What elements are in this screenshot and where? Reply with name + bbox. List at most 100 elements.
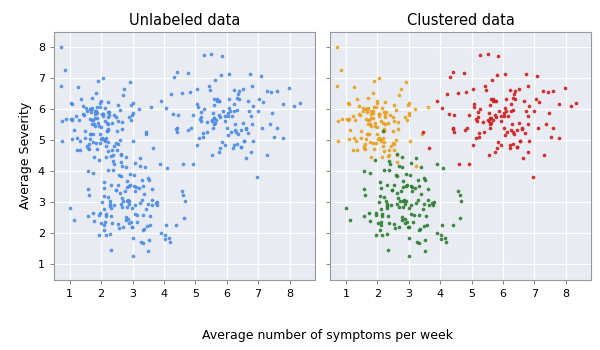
Point [378, 135, 388, 141]
Point [487, 78, 496, 83]
Point [497, 118, 506, 124]
Point [110, 202, 119, 208]
Point [180, 198, 190, 204]
Point [198, 131, 208, 136]
Point [188, 112, 198, 118]
Point [92, 108, 101, 114]
Point [112, 128, 122, 134]
Point [214, 98, 224, 104]
Point [124, 114, 134, 120]
Point [168, 111, 178, 117]
Point [379, 129, 388, 134]
Point [424, 202, 433, 208]
Point [390, 225, 400, 230]
Point [96, 98, 106, 104]
Point [362, 116, 371, 121]
Point [423, 104, 433, 110]
Point [394, 224, 404, 230]
Point [74, 118, 83, 123]
Point [406, 160, 416, 166]
Point [473, 109, 482, 115]
Point [230, 101, 239, 107]
Point [207, 117, 217, 122]
Point [392, 152, 402, 157]
Point [122, 198, 131, 204]
Point [520, 130, 530, 136]
Point [123, 197, 133, 202]
Point [416, 191, 425, 197]
Point [356, 135, 366, 141]
Point [398, 198, 407, 204]
Point [135, 163, 145, 168]
Point [532, 73, 542, 79]
Point [116, 160, 125, 165]
Point [388, 188, 397, 193]
Point [95, 132, 105, 137]
Point [148, 202, 157, 208]
Point [73, 135, 82, 141]
Point [381, 109, 391, 115]
Point [392, 153, 402, 158]
Point [110, 144, 119, 149]
Point [106, 247, 116, 253]
Point [252, 174, 262, 180]
Point [113, 222, 123, 227]
Point [454, 90, 463, 96]
Point [106, 153, 116, 159]
Point [106, 182, 116, 188]
Point [161, 222, 170, 228]
Point [394, 163, 403, 169]
Point [209, 102, 219, 108]
Point [370, 124, 380, 129]
Point [202, 119, 212, 125]
Point [468, 86, 478, 91]
Point [471, 116, 481, 121]
Point [460, 70, 469, 76]
Point [193, 104, 202, 110]
Point [218, 108, 228, 114]
Point [473, 119, 482, 124]
Point [384, 168, 394, 173]
Point [400, 201, 410, 206]
Point [398, 204, 407, 210]
Point [334, 138, 343, 144]
Point [224, 105, 233, 111]
Point [85, 132, 95, 137]
Point [128, 138, 138, 143]
Point [361, 106, 371, 112]
Point [205, 87, 214, 93]
Point [212, 98, 222, 104]
Point [103, 129, 112, 134]
Point [404, 111, 413, 116]
Point [442, 91, 452, 97]
Point [127, 224, 136, 230]
Point [512, 127, 522, 132]
Point [124, 216, 133, 222]
Point [118, 92, 127, 98]
Point [358, 108, 368, 114]
Point [365, 170, 374, 175]
Point [410, 185, 419, 191]
Point [82, 105, 91, 111]
Point [80, 135, 89, 141]
Point [208, 110, 218, 116]
Point [88, 118, 97, 123]
Point [381, 198, 391, 204]
Point [494, 108, 504, 114]
Point [113, 141, 122, 146]
Point [57, 138, 67, 144]
Point [392, 107, 401, 113]
Point [368, 140, 377, 146]
Point [100, 179, 109, 184]
Point [382, 201, 391, 206]
Point [367, 108, 376, 114]
Point [146, 104, 156, 110]
Point [370, 79, 379, 84]
Point [385, 159, 394, 164]
Point [436, 237, 446, 242]
Point [128, 100, 138, 106]
Point [211, 78, 220, 83]
Point [374, 135, 383, 141]
Point [97, 136, 106, 142]
Point [343, 116, 352, 122]
